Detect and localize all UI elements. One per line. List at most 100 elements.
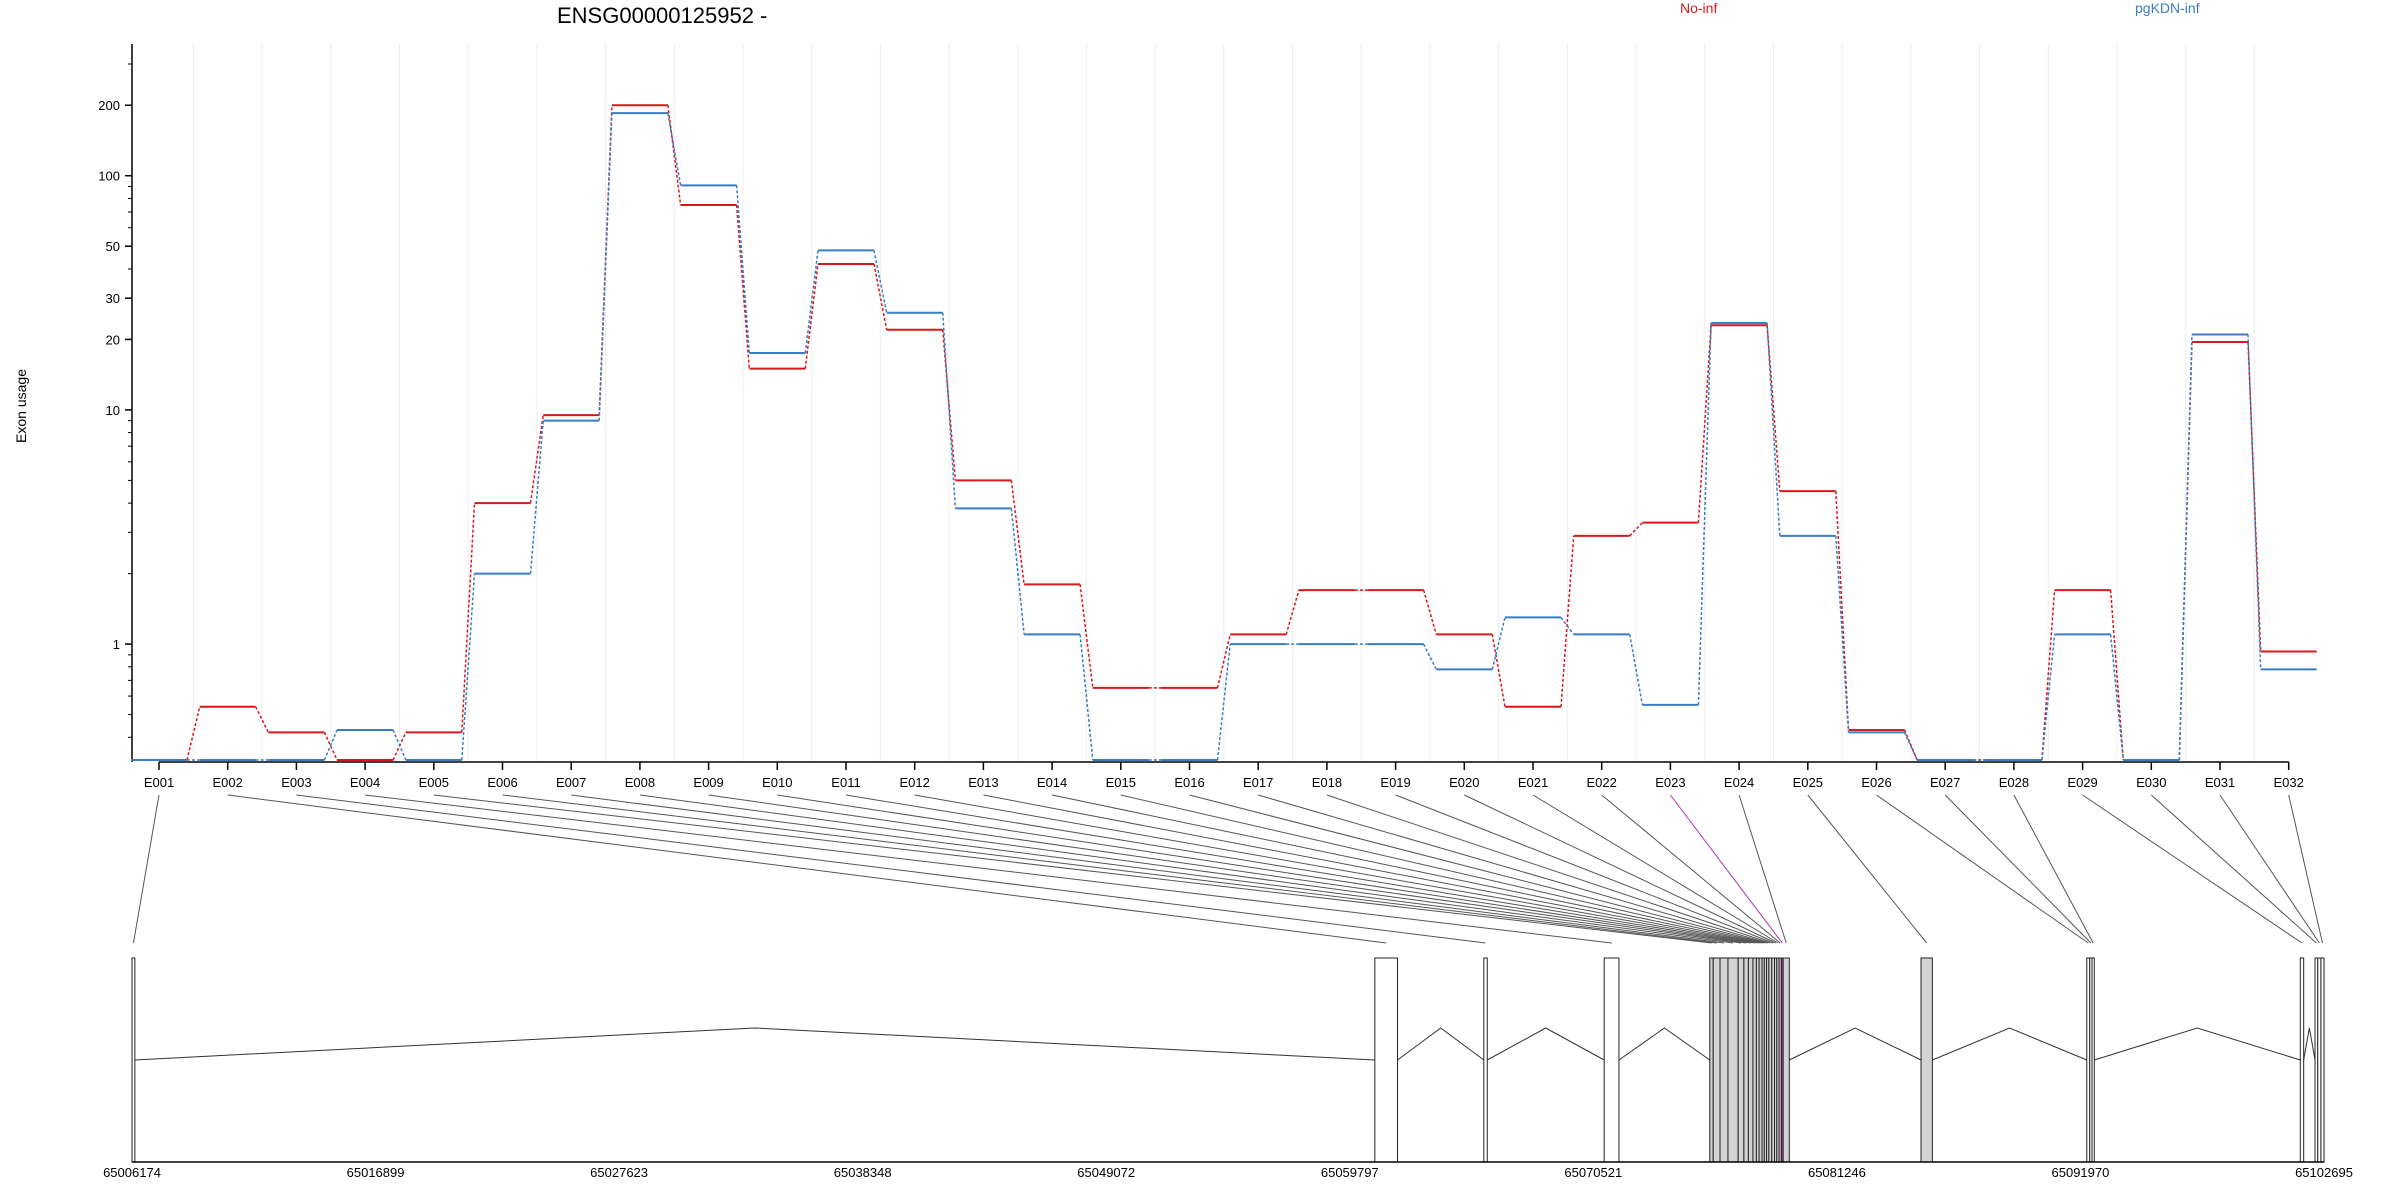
series-connector <box>735 204 751 369</box>
series-connector <box>1835 535 1850 733</box>
series-connector <box>323 729 338 761</box>
coordinate-label: 65049072 <box>1077 1165 1135 1180</box>
x-tick-label-e010: E010 <box>762 775 792 790</box>
series-connector <box>1216 644 1231 761</box>
series-connector <box>804 263 819 369</box>
y-tick-label: 10 <box>106 403 120 418</box>
connector-e029 <box>2082 794 2303 944</box>
connector-e005 <box>433 794 1712 944</box>
series-connector <box>941 312 957 509</box>
connector-e015 <box>1120 794 1764 944</box>
series-connector <box>1491 617 1506 670</box>
y-tick-label: 100 <box>98 169 120 184</box>
x-tick-label-e002: E002 <box>213 775 243 790</box>
exon-box-e011 <box>1747 957 1754 1163</box>
x-tick-label-e006: E006 <box>487 775 517 790</box>
x-tick-label-e023: E023 <box>1655 775 1685 790</box>
series-connector <box>2247 341 2262 652</box>
x-tick-label-e007: E007 <box>556 775 586 790</box>
series-connector <box>667 113 682 186</box>
intron <box>1397 1027 1485 1061</box>
intron <box>2094 1027 2301 1061</box>
x-tick-label-e021: E021 <box>1518 775 1548 790</box>
connector-e018 <box>1326 794 1771 944</box>
series-connector <box>2109 634 2125 761</box>
connector-e025 <box>1807 794 1928 944</box>
series-connector <box>461 503 476 733</box>
series-connector <box>667 105 682 206</box>
series-connector <box>1766 325 1781 492</box>
exon-box-e001 <box>131 957 136 1163</box>
series-connector <box>1903 732 1918 761</box>
exon-box-e008 <box>1727 957 1739 1163</box>
x-tick-label-e028: E028 <box>1999 775 2029 790</box>
connector-e032 <box>2288 794 2323 944</box>
chart-title: ENSG00000125952 - <box>557 3 767 28</box>
x-tick-label-e012: E012 <box>900 775 930 790</box>
series-connector <box>461 573 476 761</box>
gene-model: 65006174 65016899 65027623 65038348 65049072… <box>103 957 2353 1180</box>
x-tick-label-e020: E020 <box>1449 775 1479 790</box>
x-tick-label-e001: E001 <box>144 775 174 790</box>
series-connector <box>1010 480 1025 585</box>
series-connector <box>2041 590 2056 761</box>
grid <box>192 44 2255 762</box>
x-tick-label-e011: E011 <box>831 775 860 790</box>
connector-e008 <box>639 794 1734 944</box>
connector-e013 <box>983 794 1758 944</box>
series-connector <box>392 729 407 761</box>
series-connector <box>1560 535 1575 707</box>
coordinate-label: 65016899 <box>347 1165 405 1180</box>
connector-e024 <box>1738 794 1787 944</box>
legend-entry-no-inf: No-inf <box>1680 0 1717 16</box>
exon-box-e029 <box>2299 957 2305 1163</box>
series-connector <box>873 263 888 330</box>
exon-box-e024 <box>1782 957 1790 1163</box>
y-tick-label: 1 <box>113 637 120 652</box>
coordinate-label: 65038348 <box>834 1165 892 1180</box>
intron <box>2303 1027 2316 1061</box>
connector-e030 <box>2150 794 2317 944</box>
x-tick-label-e025: E025 <box>1793 775 1823 790</box>
x-tick-label-e014: E014 <box>1037 775 1067 790</box>
series-connector <box>2247 334 2262 670</box>
x-tick-label-e026: E026 <box>1861 775 1891 790</box>
exon-box-e002 <box>1374 957 1399 1163</box>
connector-e014 <box>1051 794 1761 944</box>
series-connector <box>1216 634 1231 689</box>
exon-box-e006 <box>1712 957 1721 1163</box>
connector-e007 <box>571 794 1725 944</box>
y-tick-label: 20 <box>106 332 120 347</box>
legend-entry-pgkdn-inf: pgKDN-inf <box>2135 0 2200 16</box>
coordinate-label: 65070521 <box>1564 1165 1622 1180</box>
y-tick-label: 50 <box>106 239 120 254</box>
series-connector <box>1285 589 1300 635</box>
coordinate-label: 65081246 <box>1808 1165 1866 1180</box>
connector-e021 <box>1532 794 1779 944</box>
connector-e016 <box>1189 794 1766 944</box>
x-tick-label-e029: E029 <box>2067 775 2097 790</box>
x-tick-label-e005: E005 <box>419 775 449 790</box>
connector-e027 <box>1944 794 2092 944</box>
axes: 1 10 20 30 50 100 200 E001 E002 E003 E004 E005 E006 E… <box>98 44 2304 790</box>
series-connector <box>1697 322 1712 705</box>
x-tick-label-e030: E030 <box>2136 775 2166 790</box>
series-connector <box>1422 589 1438 635</box>
exon-box-e005 <box>1709 957 1714 1163</box>
connector-e017 <box>1258 794 1768 944</box>
exon-box-e028 <box>2091 957 2095 1163</box>
series-connector <box>1697 325 1712 523</box>
series-connector <box>1628 634 1644 706</box>
series-connector <box>2178 334 2193 761</box>
connector-e002 <box>227 794 1387 944</box>
connector-e012 <box>914 794 1755 944</box>
series-connector <box>735 185 751 354</box>
connector-e006 <box>502 794 1717 944</box>
exon-box-e007 <box>1719 957 1729 1163</box>
exon-box-e004 <box>1603 957 1620 1163</box>
coordinate-label: 65006174 <box>103 1165 161 1180</box>
series-connector <box>873 250 888 313</box>
x-tick-label-e018: E018 <box>1312 775 1342 790</box>
exon-box-e032 <box>2320 957 2325 1163</box>
connector-e026 <box>1876 794 2089 944</box>
